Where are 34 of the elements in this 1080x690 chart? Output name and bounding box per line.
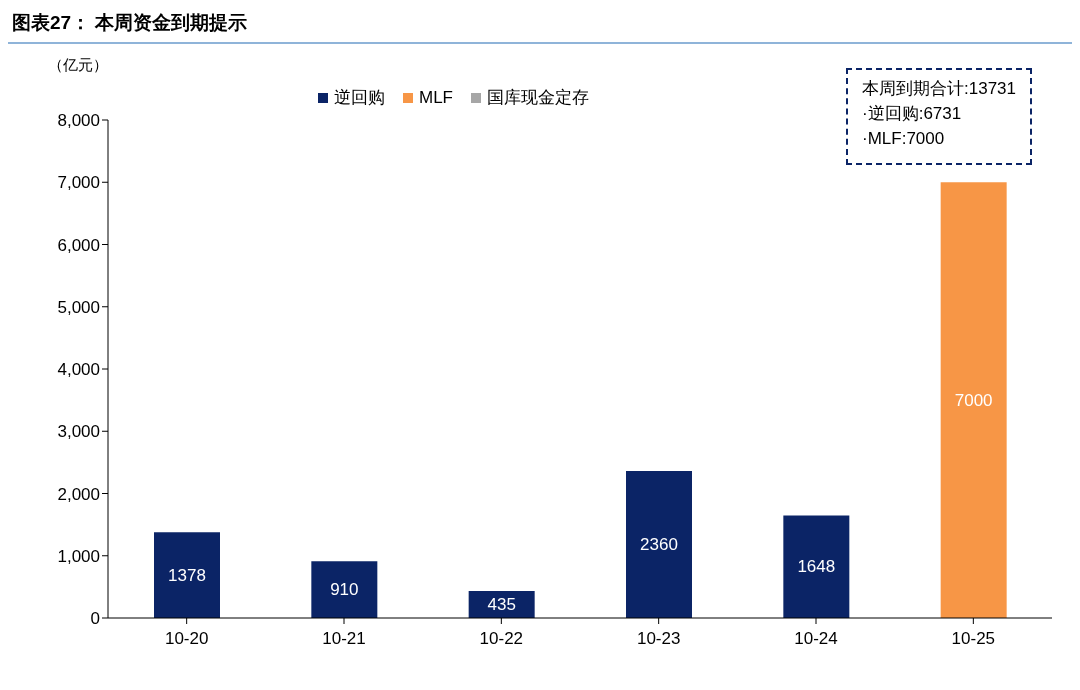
data-label: 1648 (797, 557, 836, 577)
data-label: 2360 (640, 535, 678, 555)
bar (311, 561, 378, 618)
y-tick-label: 2,000 (57, 484, 100, 504)
x-tick-label: 10-24 (794, 629, 838, 649)
legend-label: MLF (419, 87, 453, 108)
y-tick-label: 8,000 (57, 111, 100, 131)
annotation: ·MLF:7000 (862, 128, 946, 150)
data-label: 910 (330, 580, 359, 600)
y-tick-label: 6,000 (57, 235, 100, 255)
y-tick-label: 5,000 (57, 297, 100, 317)
bar (783, 515, 850, 618)
y-tick-label: 3,000 (57, 422, 100, 442)
x-tick-label: 10-25 (951, 629, 996, 649)
x-tick-label: 10-22 (479, 629, 524, 649)
y-tick-label: 7,000 (57, 173, 100, 193)
y-tick-label: 1,000 (57, 546, 100, 566)
note-box: 本周到期合计:13731 ·逆回购:6731 ·MLF:7000 (846, 68, 1032, 165)
y-axis-title: （亿元） (48, 56, 108, 75)
data-label: 1378 (168, 565, 206, 585)
y-tick-label: 0 (90, 609, 100, 629)
x-tick-label: 10-21 (322, 629, 366, 649)
bar (154, 532, 220, 618)
x-tick-label: 10-23 (636, 629, 681, 649)
chart-title: 图表27： 本周资金到期提示 (8, 8, 1072, 44)
legend-label: 逆回购 (334, 87, 385, 109)
data-label: 435 (487, 594, 516, 614)
bar (940, 182, 1007, 618)
y-tick-label: 4,000 (57, 360, 100, 380)
data-label: 7000 (954, 390, 993, 410)
annotation: ·逆回购:6731 (862, 103, 963, 125)
bar (626, 471, 692, 618)
legend-label: 国库现金定存 (487, 87, 589, 109)
x-tick-label: 10-20 (164, 629, 209, 649)
